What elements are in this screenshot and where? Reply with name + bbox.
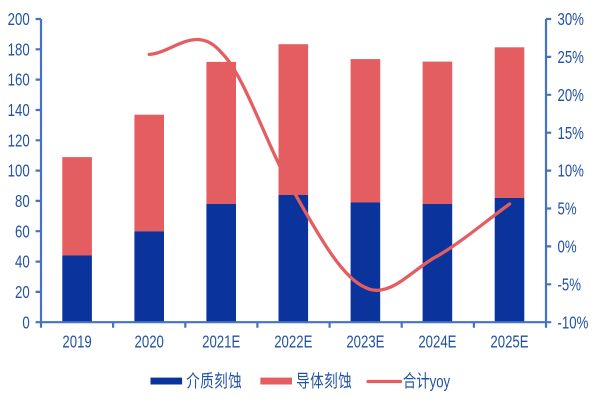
svg-text:2022E: 2022E — [274, 333, 312, 352]
svg-text:0: 0 — [22, 314, 30, 333]
svg-text:2021E: 2021E — [202, 333, 240, 352]
svg-text:0%: 0% — [558, 238, 577, 257]
svg-text:15%: 15% — [558, 124, 585, 143]
svg-text:160: 160 — [8, 71, 30, 90]
svg-text:30%: 30% — [558, 10, 585, 29]
svg-text:20: 20 — [15, 283, 30, 302]
svg-text:20%: 20% — [558, 86, 585, 105]
svg-text:100: 100 — [8, 162, 30, 181]
svg-text:2020: 2020 — [135, 333, 165, 352]
svg-text:80: 80 — [15, 192, 30, 211]
svg-text:60: 60 — [15, 223, 30, 242]
svg-text:200: 200 — [8, 10, 30, 29]
svg-text:2025E: 2025E — [490, 333, 528, 352]
svg-text:40: 40 — [15, 253, 30, 272]
svg-text:120: 120 — [8, 132, 30, 151]
svg-text:2023E: 2023E — [346, 333, 384, 352]
svg-text:180: 180 — [8, 41, 30, 60]
svg-text:25%: 25% — [558, 48, 585, 67]
svg-text:-5%: -5% — [558, 276, 582, 295]
svg-text:2019: 2019 — [62, 333, 91, 352]
svg-text:5%: 5% — [558, 200, 577, 219]
svg-text:140: 140 — [8, 101, 30, 120]
svg-text:10%: 10% — [558, 162, 585, 181]
svg-text:-10%: -10% — [558, 314, 589, 333]
svg-text:2024E: 2024E — [418, 333, 456, 352]
svg-text:yoy: yoy — [430, 373, 451, 392]
